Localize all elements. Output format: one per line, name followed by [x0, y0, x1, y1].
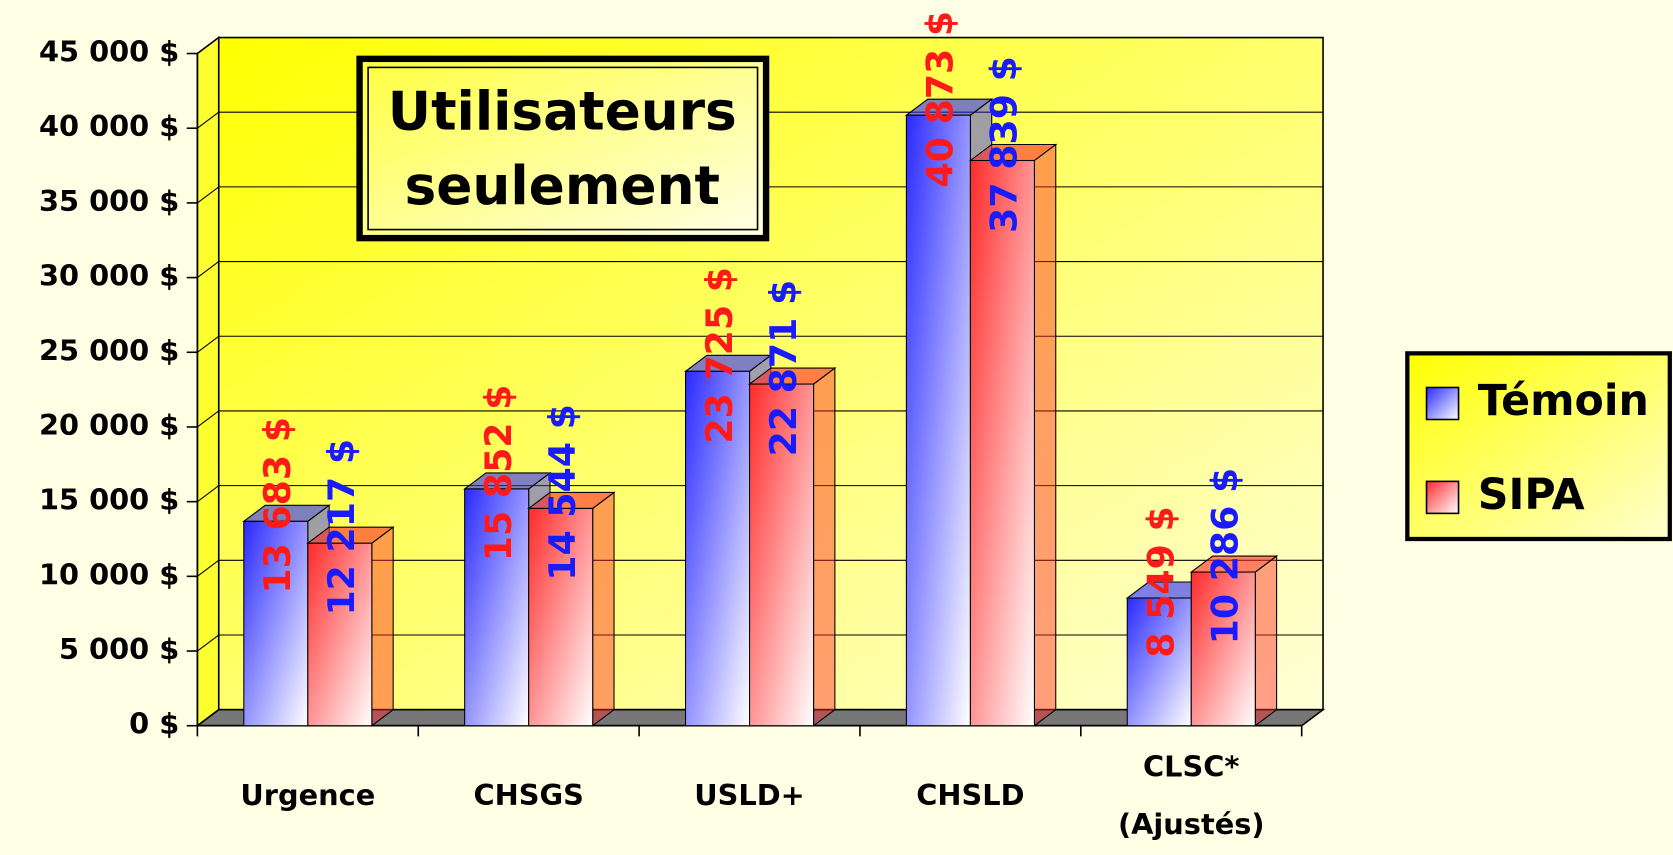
x-tick-label: CHSGS [474, 778, 584, 812]
annotation-box-inner [367, 66, 759, 231]
bar [905, 114, 971, 727]
value-label: 22 871 $ [762, 280, 805, 457]
x-tick-label: CHSLD [916, 778, 1024, 812]
bar-side [1033, 143, 1057, 727]
grid-line [197, 37, 220, 54]
value-label: 37 839 $ [983, 56, 1026, 233]
grid-line [197, 261, 220, 279]
x-tick-label: CLSC* (Ajustés) [1118, 749, 1265, 841]
legend-swatch [1425, 480, 1460, 515]
value-label: 15 852 $ [477, 385, 520, 562]
value-label: 23 725 $ [698, 267, 741, 444]
value-label: 40 873 $ [919, 11, 962, 188]
annotation: Utilisateurs seulement [388, 79, 737, 217]
y-tick-label: 30 000 $ [39, 259, 179, 293]
y-tick-label: 0 $ [129, 707, 179, 741]
grid-line [197, 634, 220, 652]
bar [969, 159, 1035, 727]
x-tick-label: USLD+ [694, 778, 805, 812]
grid-line [197, 335, 220, 353]
y-tick-label: 15 000 $ [39, 483, 179, 517]
legend-label: SIPA [1478, 470, 1585, 520]
grid-line [197, 410, 220, 428]
y-tick-label: 40 000 $ [39, 109, 179, 143]
x-tick-label: Urgence [240, 778, 375, 812]
bar-side [592, 491, 615, 727]
grid-line [197, 559, 220, 577]
y-tick-label: 5 000 $ [59, 632, 179, 666]
y-tick-label: 35 000 $ [39, 184, 179, 218]
grid-line [197, 186, 220, 204]
value-label: 14 544 $ [541, 404, 584, 581]
y-tick-label: 20 000 $ [39, 408, 179, 442]
bar [1126, 597, 1192, 727]
bar-side [1254, 554, 1278, 727]
grid-line [197, 485, 220, 503]
value-label: 8 549 $ [1140, 506, 1183, 657]
bar-side [813, 367, 836, 727]
annotation-box [356, 55, 770, 242]
bar [1190, 571, 1256, 727]
bar [243, 520, 309, 727]
bar [464, 488, 530, 727]
bar [684, 370, 751, 727]
bar [749, 383, 815, 727]
value-label: 13 683 $ [256, 417, 299, 594]
y-tick-label: 45 000 $ [39, 35, 179, 69]
value-label: 10 286 $ [1204, 468, 1247, 645]
bar [307, 542, 373, 727]
grid-line [197, 709, 220, 727]
legend-swatch [1425, 386, 1460, 421]
y-tick-label: 25 000 $ [39, 333, 179, 367]
bar [528, 507, 594, 727]
legend-label: Témoin [1478, 376, 1649, 426]
bar-side [371, 526, 394, 727]
value-label: 12 217 $ [320, 439, 363, 616]
side-wall [196, 35, 220, 728]
y-tick-label: 10 000 $ [39, 557, 179, 591]
grid-line [197, 111, 220, 129]
